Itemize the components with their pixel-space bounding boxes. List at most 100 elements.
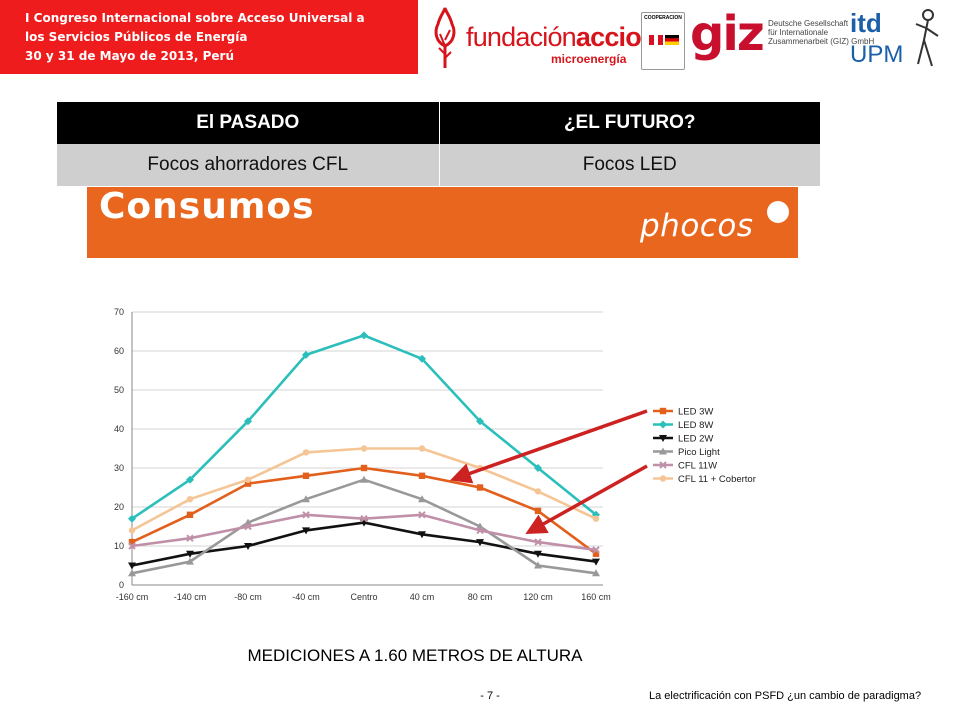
page-number: - 7 - bbox=[480, 690, 500, 702]
data-point bbox=[302, 511, 310, 519]
consumos-banner: Consumos phocos bbox=[87, 187, 798, 258]
chart-caption: MEDICIONES A 1.60 METROS DE ALTURA bbox=[247, 646, 583, 665]
germany-flag-icon bbox=[665, 35, 679, 45]
fundacion-acciona-sub: microenergía bbox=[551, 52, 627, 66]
x-tick-labels: -160 cm -140 cm -80 cm -40 cm Centro 40 cm 80 … bbox=[116, 592, 611, 602]
legend-swatch-marker bbox=[659, 420, 667, 429]
cell-future: Focos LED bbox=[438, 144, 820, 186]
itd-logo-text: itd bbox=[850, 8, 882, 38]
comparison-row: Focos ahorradores CFL Focos LED bbox=[57, 144, 820, 186]
peru-flag-icon bbox=[649, 35, 663, 45]
data-point bbox=[592, 550, 600, 557]
data-point bbox=[244, 480, 252, 487]
legend-item-5: CFL 11 + Cobertor bbox=[653, 474, 756, 485]
data-point bbox=[534, 538, 542, 546]
cooperacion-logo: COOPERACION bbox=[641, 12, 685, 70]
giz-desc-line-2: für Internationale bbox=[768, 28, 829, 37]
data-point bbox=[360, 475, 368, 483]
chart-grid bbox=[131, 311, 603, 586]
upm-logo-text: UPM bbox=[850, 41, 903, 68]
data-point bbox=[128, 527, 136, 534]
phocos-dot-icon bbox=[767, 201, 789, 223]
data-point bbox=[534, 488, 542, 495]
y-tick-label: 70 bbox=[114, 307, 124, 317]
series-2 bbox=[128, 519, 600, 570]
legend-item-1: LED 8W bbox=[653, 420, 713, 431]
x-tick-label: 160 cm bbox=[581, 592, 611, 602]
data-point bbox=[592, 515, 600, 522]
data-point bbox=[592, 569, 600, 577]
y-tick-label: 30 bbox=[114, 463, 124, 473]
y-tick-labels: 0 10 20 30 40 50 60 70 bbox=[114, 307, 124, 590]
x-tick-label: 40 cm bbox=[410, 592, 435, 602]
y-tick-label: 10 bbox=[114, 541, 124, 551]
event-line-2: los Servicios Públicos de Energía bbox=[25, 30, 248, 44]
data-point bbox=[360, 445, 368, 452]
data-point bbox=[418, 531, 426, 539]
legend-swatch-marker bbox=[659, 461, 667, 469]
data-point bbox=[360, 331, 368, 340]
itd-upm-logo: itd UPM bbox=[850, 8, 939, 68]
data-point bbox=[186, 496, 194, 503]
phocos-logo: phocos bbox=[640, 208, 754, 244]
data-point bbox=[302, 495, 310, 503]
data-point bbox=[592, 558, 600, 566]
y-tick-label: 0 bbox=[119, 580, 124, 590]
data-point bbox=[244, 476, 252, 483]
banner-title: Consumos bbox=[99, 187, 315, 227]
data-point bbox=[534, 561, 542, 569]
comparison-header-row: El PASADO ¿EL FUTURO? bbox=[57, 102, 820, 144]
arrow-to-cfl bbox=[525, 464, 648, 535]
giz-desc-line-1: Deutsche Gesellschaft bbox=[768, 19, 849, 28]
legend-label: LED 8W bbox=[678, 420, 713, 431]
legend-label: CFL 11 + Cobertor bbox=[678, 474, 756, 485]
x-tick-label: -80 cm bbox=[234, 592, 262, 602]
annotation-arrows bbox=[450, 409, 648, 535]
header-past: El PASADO bbox=[57, 102, 439, 144]
arrow-to-led-3w bbox=[450, 409, 648, 484]
data-point bbox=[534, 464, 542, 472]
series-line bbox=[131, 334, 597, 520]
data-point bbox=[476, 417, 484, 426]
data-point bbox=[418, 495, 426, 503]
giz-desc-line-3: Zusammenarbeit (GIZ) GmbH bbox=[768, 37, 875, 46]
event-banner: I Congreso Internacional sobre Acceso Un… bbox=[0, 0, 418, 74]
data-point bbox=[302, 350, 310, 359]
data-point bbox=[534, 550, 542, 558]
legend-swatch-marker bbox=[659, 475, 667, 482]
data-point bbox=[128, 514, 136, 523]
legend-swatch-marker bbox=[659, 407, 667, 415]
data-point bbox=[128, 569, 136, 577]
data-point bbox=[186, 557, 194, 565]
tree-logo-icon bbox=[434, 7, 456, 68]
legend-swatch-marker bbox=[659, 447, 667, 455]
data-point bbox=[186, 550, 194, 558]
event-line-3: 30 y 31 de Mayo de 2013, Perú bbox=[25, 49, 235, 63]
cooperacion-label: COOPERACION bbox=[644, 15, 682, 21]
data-point bbox=[476, 526, 484, 535]
x-tick-label: Centro bbox=[350, 592, 377, 602]
x-tick-label: 80 cm bbox=[468, 592, 493, 602]
data-point bbox=[418, 354, 426, 363]
data-point bbox=[476, 539, 484, 547]
legend-item-0: LED 3W bbox=[653, 407, 713, 418]
y-tick-label: 50 bbox=[114, 385, 124, 395]
footer-note: La electrificación con PSFD ¿un cambio d… bbox=[649, 690, 922, 702]
data-point bbox=[418, 472, 426, 479]
cell-past: Focos ahorradores CFL bbox=[57, 144, 439, 186]
data-point bbox=[244, 417, 252, 426]
legend-swatch-marker bbox=[659, 435, 667, 442]
comparison-table: El PASADO ¿EL FUTURO? Focos ahorradores … bbox=[57, 102, 820, 186]
data-point bbox=[360, 464, 368, 472]
legend-label: CFL 11W bbox=[678, 461, 717, 472]
legend-item-2: LED 2W bbox=[653, 434, 713, 445]
y-tick-label: 60 bbox=[114, 346, 124, 356]
legend-item-3: Pico Light bbox=[653, 447, 720, 458]
data-point bbox=[302, 449, 310, 456]
event-line-1: I Congreso Internacional sobre Acceso Un… bbox=[25, 11, 365, 25]
data-point bbox=[418, 511, 426, 519]
series-0 bbox=[128, 464, 600, 557]
y-tick-label: 20 bbox=[114, 502, 124, 512]
data-point bbox=[128, 538, 136, 546]
